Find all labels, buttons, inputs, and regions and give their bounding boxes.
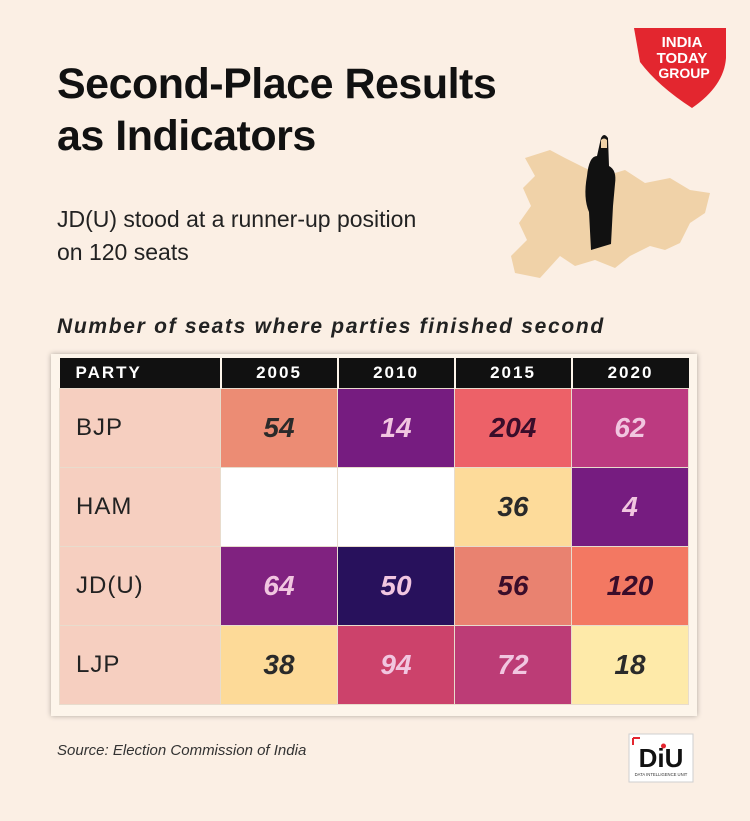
svg-text:TODAY: TODAY (657, 50, 708, 67)
value-cell: 56 (454, 546, 572, 626)
diu-logo: DiU DATA INTELLIGENCE UNIT (628, 733, 694, 783)
value-cell: 50 (337, 546, 455, 626)
col-header-2020: 2020 (570, 358, 689, 389)
india-today-group-logo: INDIA TODAY GROUP (634, 28, 726, 108)
value-cell: 64 (220, 546, 338, 626)
col-header-party: PARTY (59, 358, 221, 389)
value-cell: 38 (220, 625, 338, 705)
value-cell: 14 (337, 388, 455, 468)
value-cell: 72 (454, 625, 572, 705)
col-header-2005: 2005 (219, 358, 338, 389)
value-cell (337, 467, 455, 547)
value-cell: 120 (571, 546, 689, 626)
value-cell: 62 (571, 388, 689, 468)
party-cell: LJP (59, 625, 221, 705)
svg-text:DiU: DiU (639, 743, 684, 773)
bihar-map-with-finger-icon (511, 135, 710, 278)
value-cell (220, 467, 338, 547)
value-cell: 4 (571, 467, 689, 547)
page-subtitle: JD(U) stood at a runner-up position on 1… (57, 206, 417, 265)
svg-text:INDIA: INDIA (662, 34, 703, 51)
seats-table: PARTY 2005 2010 2015 2020 BJP 54 14 204 … (59, 358, 689, 705)
col-header-2015: 2015 (453, 358, 572, 389)
table-header-row: PARTY 2005 2010 2015 2020 (59, 358, 689, 389)
col-header-2010: 2010 (336, 358, 455, 389)
value-cell: 18 (571, 625, 689, 705)
value-cell: 54 (220, 388, 338, 468)
page-title: Second-Place Results as Indicators (57, 60, 497, 160)
party-cell: BJP (59, 388, 221, 468)
source-note: Source: Election Commission of India (57, 742, 307, 759)
table-frame: PARTY 2005 2010 2015 2020 BJP 54 14 204 … (51, 354, 697, 716)
table-row: JD(U) 64 50 56 120 (59, 546, 689, 626)
table-row: BJP 54 14 204 62 (59, 388, 689, 468)
table-caption: Number of seats where parties finished s… (57, 315, 605, 338)
table-row: HAM 36 4 (59, 467, 689, 547)
value-cell: 94 (337, 625, 455, 705)
party-cell: HAM (59, 467, 221, 547)
value-cell: 36 (454, 467, 572, 547)
svg-text:GROUP: GROUP (658, 65, 709, 81)
party-cell: JD(U) (59, 546, 221, 626)
value-cell: 204 (454, 388, 572, 468)
svg-text:DATA INTELLIGENCE UNIT: DATA INTELLIGENCE UNIT (635, 772, 688, 777)
table-row: LJP 38 94 72 18 (59, 625, 689, 705)
